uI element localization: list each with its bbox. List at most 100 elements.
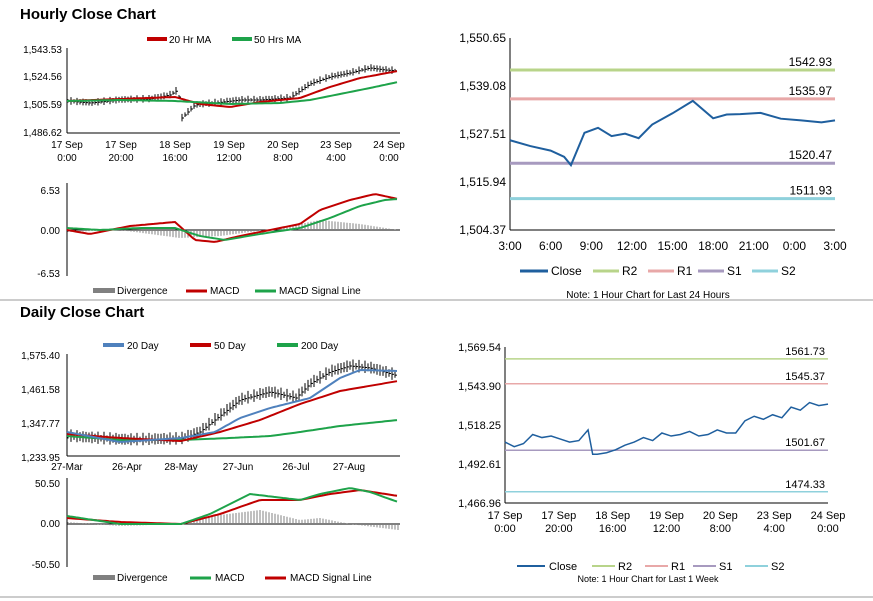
x-tick: 20 Sep — [267, 140, 299, 151]
x-tick: 20 Sep — [703, 510, 738, 522]
y-tick: 1,233.95 — [21, 453, 60, 464]
y-tick: 1,575.40 — [21, 351, 60, 362]
level-s2-label: 1474.33 — [785, 479, 825, 491]
x-tick: 24 Sep — [373, 140, 405, 151]
x-tick: 15:00 — [657, 239, 687, 253]
daily-price-chart: 1,575.40 1,461.58 1,347.77 1,233.95 27-M… — [21, 351, 400, 473]
x-tick: 27-Mar — [51, 462, 83, 473]
y-tick: 1,461.58 — [21, 385, 60, 396]
x-tick: 8:00 — [273, 153, 293, 164]
x-tick: 4:00 — [326, 153, 346, 164]
level-r2-label: 1542.93 — [789, 55, 833, 69]
y-tick: 1,550.65 — [459, 31, 506, 45]
legend-s1: S1 — [727, 264, 742, 278]
x-tick: 24 Sep — [811, 510, 846, 522]
y-tick: 1,527.51 — [459, 127, 506, 141]
x-tick: 0:00 — [57, 153, 77, 164]
legend-signal-line: MACD Signal Line — [279, 286, 361, 297]
x-tick: 19 Sep — [649, 510, 684, 522]
x-tick: 26-Jul — [282, 462, 309, 473]
y-tick: 1,543.90 — [458, 381, 501, 393]
legend-s1: S1 — [719, 561, 732, 573]
x-tick: 12:00 — [617, 239, 647, 253]
daily-20-day-line — [66, 368, 398, 443]
x-tick: 28-May — [164, 462, 197, 473]
legend-20hr-ma: 20 Hr MA — [169, 35, 212, 46]
y-tick: 1,569.54 — [458, 342, 501, 354]
x-tick: 16:00 — [162, 153, 187, 164]
x-tick: 21:00 — [739, 239, 769, 253]
legend-20-day: 20 Day — [127, 341, 159, 352]
legend-macd: MACD — [210, 286, 239, 297]
daily-200-day-line — [66, 419, 398, 441]
hourly-levels-legend: Close R2 R1 S1 S2 — [520, 264, 796, 278]
hourly-macd-chart: 6.53 0.00 -6.53 Divergence MACD MACD Sig… — [37, 183, 400, 297]
hourly-50hrs-ma-line — [66, 81, 398, 106]
weekly-note: Note: 1 Hour Chart for Last 1 Week — [578, 574, 719, 584]
weekly-close-line — [504, 401, 829, 456]
x-tick: 27-Jun — [223, 462, 254, 473]
y-tick: 1,515.94 — [459, 175, 506, 189]
legend-r1: R1 — [677, 264, 693, 278]
x-tick: 17 Sep — [105, 140, 137, 151]
y-tick: 1,486.62 — [23, 128, 62, 139]
y-tick: 1,504.37 — [459, 223, 506, 237]
hourly-macd-line — [66, 193, 398, 243]
legend-50hrs-ma: 50 Hrs MA — [254, 35, 302, 46]
y-tick: 0.00 — [41, 226, 61, 237]
level-r1-label: 1545.37 — [785, 371, 825, 383]
legend-close: Close — [551, 264, 582, 278]
x-tick: 27-Aug — [333, 462, 365, 473]
x-tick: 12:00 — [216, 153, 241, 164]
hourly-price-legend: 20 Hr MA 50 Hrs MA — [147, 35, 302, 46]
x-tick: 3:00 — [823, 239, 847, 253]
legend-50-day: 50 Day — [214, 341, 246, 352]
level-s1-label: 1520.47 — [789, 148, 833, 162]
legend-r2: R2 — [622, 264, 638, 278]
y-tick: 0.00 — [41, 519, 61, 530]
weekly-levels-legend: Close R2 R1 S1 S2 — [517, 561, 784, 573]
x-tick: 18:00 — [698, 239, 728, 253]
y-tick: 1,543.53 — [23, 45, 62, 56]
x-tick: 4:00 — [763, 523, 784, 535]
x-tick: 6:00 — [539, 239, 563, 253]
x-tick: 0:00 — [783, 239, 807, 253]
legend-s2: S2 — [771, 561, 784, 573]
hourly-price-chart: 1,543.53 1,524.56 1,505.59 1,486.62 17 S… — [23, 45, 405, 164]
legend-r2: R2 — [618, 561, 632, 573]
x-tick: 8:00 — [710, 523, 731, 535]
x-tick: 18 Sep — [595, 510, 630, 522]
daily-price-legend: 20 Day 50 Day 200 Day — [103, 341, 338, 352]
y-tick: 1,518.25 — [458, 420, 501, 432]
y-tick: 1,466.96 — [458, 498, 501, 510]
x-tick: 3:00 — [498, 239, 522, 253]
y-tick: 1,492.61 — [458, 459, 501, 471]
daily-macd-line — [66, 487, 398, 525]
level-r2-label: 1561.73 — [785, 346, 825, 358]
hourly-close-line — [509, 99, 836, 168]
hourly-note: Note: 1 Hour Chart for Last 24 Hours — [566, 290, 729, 301]
x-tick: 0:00 — [379, 153, 399, 164]
weekly-levels-chart: 1561.73 1545.37 1501.67 1474.33 1,569.54 1,5… — [458, 342, 845, 584]
y-tick: 1,524.56 — [23, 72, 62, 83]
legend-macd: MACD — [215, 573, 244, 584]
x-tick: 16:00 — [599, 523, 627, 535]
y-tick: 1,539.08 — [459, 79, 506, 93]
y-tick: 50.50 — [35, 479, 60, 490]
legend-s2: S2 — [781, 264, 796, 278]
x-tick: 23 Sep — [320, 140, 352, 151]
x-tick: 19 Sep — [213, 140, 245, 151]
x-tick: 0:00 — [817, 523, 838, 535]
y-tick: 6.53 — [41, 186, 61, 197]
x-tick: 12:00 — [653, 523, 681, 535]
x-tick: 23 Sep — [757, 510, 792, 522]
x-tick: 20:00 — [108, 153, 133, 164]
hourly-signal-line — [66, 198, 398, 241]
legend-close: Close — [549, 561, 577, 573]
daily-macd-chart: 50.50 0.00 -50.50 Divergence MACD MACD S… — [32, 478, 400, 584]
y-tick: -50.50 — [32, 560, 61, 571]
hourly-levels-chart: 1542.93 1535.97 1520.47 1511.93 1,550.65 1,5… — [459, 31, 847, 301]
level-s2-label: 1511.93 — [790, 184, 833, 198]
legend-divergence: Divergence — [117, 573, 168, 584]
